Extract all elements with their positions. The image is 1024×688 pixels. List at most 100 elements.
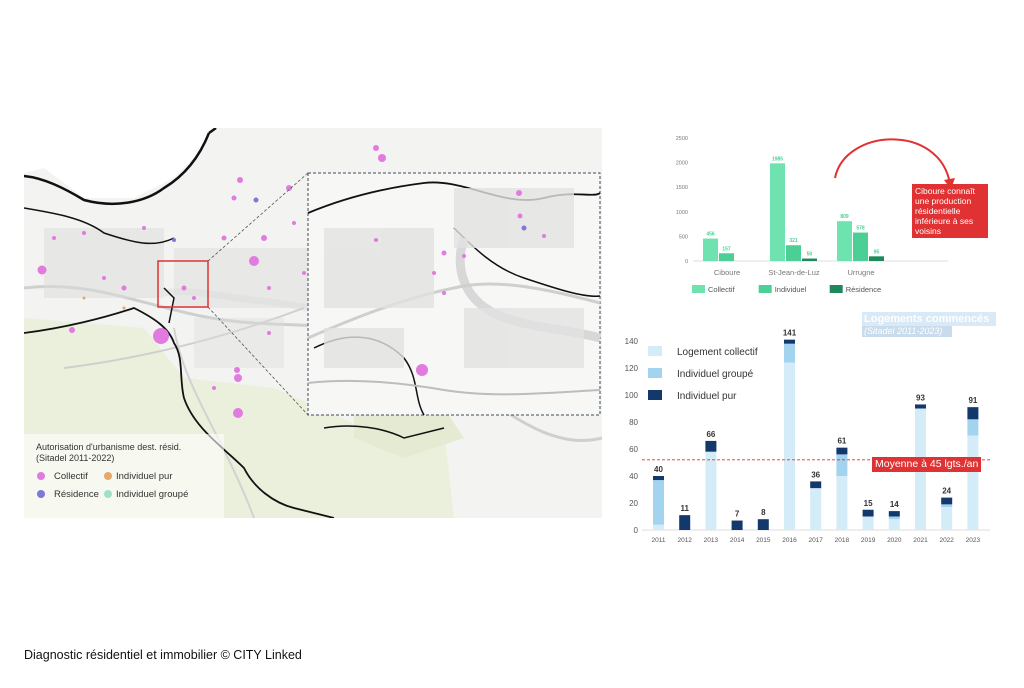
ytick-label: 100 <box>625 391 639 400</box>
legend-label: Logement collectif <box>677 347 758 358</box>
data-label: 456 <box>706 232 715 238</box>
ytick-label: 0 <box>634 526 639 535</box>
xtick-label: 2023 <box>966 537 981 544</box>
total-label: 66 <box>706 430 715 439</box>
legend-title-line2: (Sitadel 2011-2022) <box>36 453 114 463</box>
bar-segment <box>941 507 953 530</box>
ytick-label: 500 <box>679 234 688 240</box>
bar-segment <box>915 404 926 409</box>
chart2-title: Logements commencés <box>862 312 996 326</box>
ytick-label: 20 <box>629 499 638 508</box>
xtick-label: 2011 <box>652 537 666 544</box>
legend-swatch <box>829 285 843 293</box>
bar-segment <box>967 407 979 420</box>
bar-segment <box>757 519 769 530</box>
total-label: 93 <box>916 393 925 402</box>
total-label: 15 <box>864 499 873 508</box>
legend-label: Collectif <box>708 285 736 294</box>
total-label: 11 <box>680 504 689 513</box>
ytick-label: 60 <box>629 445 638 454</box>
legend-title-line1: Autorisation d'urbanisme dest. résid. <box>36 442 181 452</box>
bar-segment <box>653 480 664 525</box>
bar <box>703 238 718 261</box>
ytick-label: 120 <box>625 364 639 373</box>
bar-segment <box>679 515 691 530</box>
xtick-label: 2015 <box>756 537 771 544</box>
ytick-label: 0 <box>685 259 688 265</box>
bar-segment <box>941 504 953 508</box>
legend-swatch <box>648 368 662 378</box>
data-label: 1985 <box>772 156 783 162</box>
bar-segment <box>862 509 874 517</box>
total-label: 61 <box>837 437 846 446</box>
total-label: 40 <box>654 465 663 474</box>
annotation-arrow <box>834 138 951 185</box>
bar <box>869 256 884 261</box>
legend-swatch <box>648 346 662 356</box>
bar <box>786 245 801 261</box>
bar-segment <box>784 362 795 530</box>
ytick-label: 80 <box>629 418 638 427</box>
ytick-label: 1500 <box>676 185 688 191</box>
annotation-arrowhead <box>944 178 955 189</box>
bar-segment <box>784 343 795 363</box>
legend-label: Individuel groupé <box>677 369 754 380</box>
legend-individuel-pur: Individuel pur <box>116 471 173 482</box>
legend-collectif-marker <box>37 472 45 480</box>
legend-label: Individuel <box>775 285 807 294</box>
footer-credit: Diagnostic résidentiel et immobilier © C… <box>24 648 302 662</box>
yearly-bar-chart: 0 20 40 60 80 100 120 140 40 2011 11 2012 66 2013 7 201… <box>625 329 990 544</box>
urban-map: Autorisation d'urbanisme dest. résid. (S… <box>24 128 602 518</box>
xtick-label: 2019 <box>861 537 876 544</box>
xtick-label: 2012 <box>677 537 692 544</box>
ytick-label: 40 <box>629 472 638 481</box>
bar-segment <box>836 454 848 476</box>
bar-segment <box>888 511 900 517</box>
bar-segment <box>967 419 979 436</box>
xtick-label: 2016 <box>782 537 797 544</box>
category-label: St-Jean-de-Luz <box>768 268 820 277</box>
xtick-label: 2022 <box>939 537 954 544</box>
xtick-label: 2018 <box>835 537 850 544</box>
zoom-selection-rect <box>157 260 209 308</box>
xtick-label: 2017 <box>808 537 823 544</box>
xtick-label: 2013 <box>704 537 719 544</box>
legend-label: Résidence <box>846 285 881 294</box>
total-label: 24 <box>942 487 951 496</box>
average-label: Moyenne à 45 lgts./an <box>872 457 982 472</box>
bar <box>853 232 868 261</box>
legend-swatch <box>648 390 662 400</box>
category-label: Urrugne <box>847 268 874 277</box>
data-label: 50 <box>807 252 813 258</box>
ytick-label: 140 <box>625 337 639 346</box>
bar-segment <box>653 524 664 530</box>
legend-residence-marker <box>37 490 45 498</box>
data-label: 809 <box>840 214 849 220</box>
logements-commences-chart: 0 20 40 60 80 100 120 140 40 2011 11 2012 66 2013 7 201… <box>620 308 1020 558</box>
data-label: 95 <box>874 249 880 255</box>
total-label: 7 <box>735 510 740 519</box>
legend-individuel-pur-marker <box>104 472 112 480</box>
legend-swatch <box>758 285 772 293</box>
bar-segment <box>862 516 874 530</box>
total-label: 141 <box>783 329 797 338</box>
legend-individuel-groupe: Individuel groupé <box>116 489 188 500</box>
bar <box>770 163 785 261</box>
bar-segment <box>888 519 900 530</box>
ytick-label: 2000 <box>676 161 688 167</box>
xtick-label: 2014 <box>730 537 745 544</box>
legend-residence: Résidence <box>54 489 99 500</box>
map-legend: Autorisation d'urbanisme dest. résid. (S… <box>24 434 224 518</box>
data-label: 321 <box>789 238 798 244</box>
chart2-subtitle: (Sitadel 2011-2023) <box>862 326 952 337</box>
xtick-label: 2021 <box>913 537 928 544</box>
bar-segment <box>941 497 953 505</box>
bar <box>719 253 734 261</box>
ytick-label: 2500 <box>676 136 688 142</box>
total-label: 36 <box>811 470 820 479</box>
zoom-inset <box>307 172 602 416</box>
data-label: 157 <box>722 246 731 252</box>
total-label: 14 <box>890 500 899 509</box>
bar <box>837 221 852 261</box>
total-label: 8 <box>761 508 766 517</box>
